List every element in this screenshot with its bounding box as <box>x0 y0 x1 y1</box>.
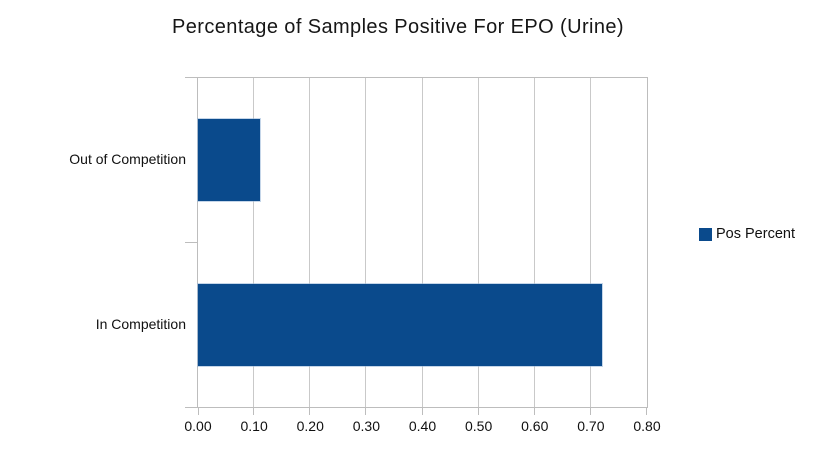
x-axis-tick <box>421 407 423 415</box>
x-axis-tick <box>589 407 591 415</box>
x-tick-label: 0.70 <box>577 418 605 434</box>
x-tick-label: 0.10 <box>240 418 268 434</box>
x-axis-tick <box>533 407 535 415</box>
x-axis-labels: 0.00 0.10 0.20 0.30 0.40 0.50 0.60 0.70 0.80 <box>184 418 660 436</box>
x-axis-tick <box>309 407 311 415</box>
chart-title: Percentage of Samples Positive For EPO (… <box>172 16 624 38</box>
x-axis-tick <box>365 407 367 415</box>
x-tick-label: 0.60 <box>521 418 549 434</box>
gridline <box>421 78 423 407</box>
category-label: In Competition <box>95 315 186 332</box>
x-tick-label: 0.30 <box>352 418 380 434</box>
category-labels: Out of Competition In Competition <box>0 77 186 408</box>
category-label: Out of Competition <box>69 151 186 168</box>
gridline <box>253 78 255 407</box>
gridline <box>309 78 311 407</box>
legend-swatch <box>699 227 712 241</box>
x-tick-label: 0.40 <box>408 418 437 434</box>
bar <box>198 119 260 202</box>
gridline <box>477 78 479 407</box>
x-tick-label: 0.50 <box>465 418 493 434</box>
gridline <box>589 78 591 407</box>
legend: Pos Percent <box>699 226 795 242</box>
x-axis-tick <box>198 407 199 415</box>
x-axis-tick <box>477 407 479 415</box>
x-tick-label: 0.80 <box>633 418 661 434</box>
x-tick-label: 0.20 <box>296 418 324 434</box>
y-axis-tick <box>185 77 197 78</box>
plot-area <box>197 77 648 415</box>
bar <box>198 283 603 366</box>
x-tick-label: 0.00 <box>184 418 212 434</box>
y-axis-tick <box>185 407 197 408</box>
x-axis-tick <box>253 407 255 415</box>
gridline <box>533 78 535 407</box>
legend-label: Pos Percent <box>716 226 795 242</box>
gridline <box>365 78 367 407</box>
y-axis-tick <box>185 242 197 243</box>
x-axis-tick <box>646 407 647 415</box>
legend-item: Pos Percent <box>699 226 795 242</box>
